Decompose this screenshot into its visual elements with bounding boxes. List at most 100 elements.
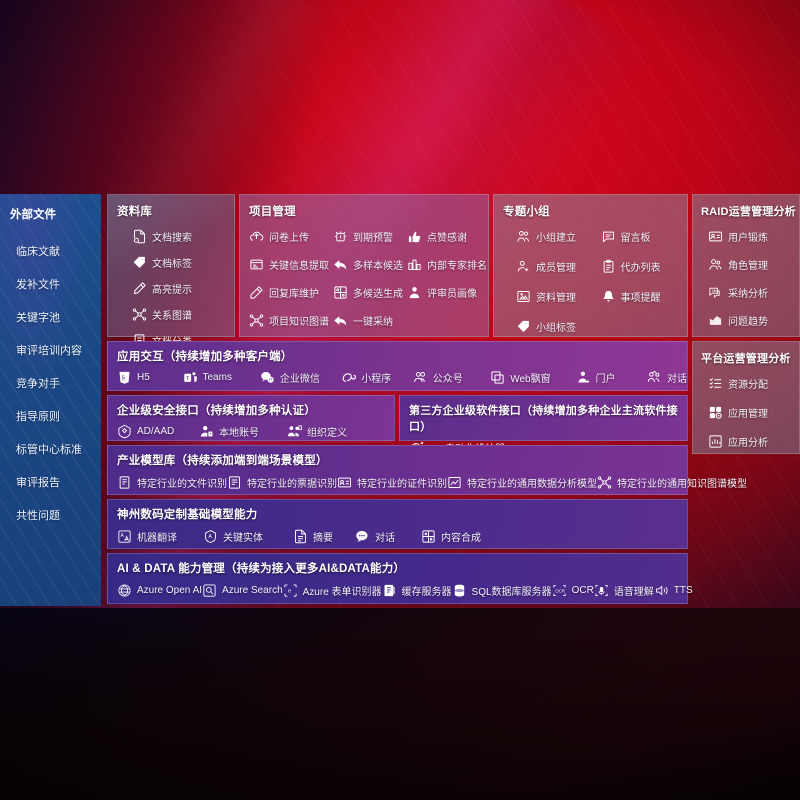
wecom-icon <box>260 370 275 385</box>
member-manage-icon <box>516 259 531 274</box>
library-item-label: 文档搜索 <box>152 233 192 244</box>
group-panel-title: 专题小组 <box>503 206 550 218</box>
interaction-item-label: 企业微信 <box>279 374 320 385</box>
data-analysis-model-icon <box>447 475 462 490</box>
bell-icon <box>601 289 616 304</box>
project-item-multi-sample-candidate[interactable]: 多样本候选 <box>333 257 403 272</box>
project-item-label: 关键信息提取 <box>269 261 329 272</box>
library-item-doc-tag[interactable]: 文档标签 <box>132 255 234 270</box>
aidata-item-label: 语音理解 <box>613 587 654 598</box>
industry-item-data-analysis-model[interactable]: 特定行业的通用数据分析模型 <box>447 475 597 490</box>
interaction-item-official-account[interactable]: 公众号 <box>413 370 490 385</box>
interaction-item-dialog[interactable]: 对话 <box>647 370 687 385</box>
platform-item-app-management[interactable]: 应用管理 <box>708 405 799 420</box>
sidebar-item-review-report[interactable]: 审评报告 <box>16 476 60 489</box>
back-arrow-icon <box>333 257 348 272</box>
alarm-warning-icon <box>333 229 348 244</box>
aidata-item-speech-understanding[interactable]: 语音理解 <box>594 583 654 598</box>
project-item-like-thanks[interactable]: 点赞感谢 <box>407 229 487 244</box>
project-item-key-info-extract[interactable]: 关键信息提取 <box>249 257 329 272</box>
platform-item-app-analysis[interactable]: 应用分析 <box>708 434 799 449</box>
interaction-item-h5[interactable]: 5 H5 <box>117 370 183 385</box>
aidata-item-label: Azure 表单识别器 <box>302 587 382 598</box>
interaction-item-label: H5 <box>137 372 150 383</box>
sidebar-item-standards-center[interactable]: 标管中心标准 <box>16 443 82 456</box>
aidata-item-form-recognizer[interactable]: e Azure 表单识别器 <box>283 583 382 598</box>
raid-item-label: 采纳分析 <box>728 289 768 300</box>
project-management-panel: 项目管理 问卷上传 到期预警 点赞感谢 关键信息提取 <box>239 194 489 337</box>
raid-item-issue-trend[interactable]: 问题趋势 <box>708 313 799 328</box>
industry-item-receipt-recognition[interactable]: 特定行业的票据识别 <box>227 475 337 490</box>
group-item-label: 成员管理 <box>536 263 576 274</box>
sidebar-item-clinical-literature[interactable]: 临床文献 <box>16 245 60 258</box>
basemodel-item-dialog[interactable]: 对话 <box>355 529 421 544</box>
library-item-relation-graph[interactable]: 关系图谱 <box>132 307 234 322</box>
pen-highlight-icon <box>132 281 147 296</box>
industry-item-label: 特定行业的票据识别 <box>247 479 337 490</box>
security-item-ad-aad[interactable]: AD/AAD <box>117 424 199 439</box>
project-item-one-click-adopt[interactable]: 一键采纳 <box>333 313 403 328</box>
project-item-questionnaire-upload[interactable]: 问卷上传 <box>249 229 329 244</box>
capability-board: 外部文件 临床文献 发补文件 关键字池 审评培训内容 竞争对手 指导原则 标管中… <box>0 194 800 606</box>
industry-item-label: 特定行业的通用知识图谱模型 <box>617 479 747 490</box>
aidata-item-label: 缓存服务器 <box>401 587 452 598</box>
sidebar-title: 外部文件 <box>10 209 56 221</box>
aidata-item-azure-search[interactable]: Azure Search <box>202 583 283 598</box>
raid-item-role-manage[interactable]: 角色管理 <box>708 257 799 272</box>
group-item-label: 事项提醒 <box>620 293 661 304</box>
aidata-item-label: SQL数据库服务器 <box>471 587 552 598</box>
aidata-item-label: OCR <box>571 585 594 596</box>
group-item-reminder[interactable]: 事项提醒 <box>601 289 682 304</box>
basemodel-item-summary[interactable]: 摘要 <box>293 529 355 544</box>
project-item-expert-ranking[interactable]: 内部专家排名 <box>407 257 487 272</box>
industry-item-idcard-recognition[interactable]: 特定行业的证件识别 <box>337 475 447 490</box>
miniprogram-icon <box>341 370 357 385</box>
sidebar-item-competitors[interactable]: 竞争对手 <box>16 377 60 390</box>
project-item-label: 多候选生成 <box>353 289 403 300</box>
group-item-todo-list[interactable]: 代办列表 <box>601 259 682 274</box>
aidata-item-azure-openai[interactable]: Azure Open AI <box>117 583 202 598</box>
user-card-icon <box>708 229 723 244</box>
svg-text:T: T <box>185 376 189 382</box>
project-item-reviewer-portrait[interactable]: 评审员画像 <box>407 285 487 300</box>
sidebar-item-common-issues[interactable]: 共性问题 <box>16 509 60 522</box>
interaction-item-wecom[interactable]: 企业微信 <box>260 370 341 385</box>
project-item-expiry-warning[interactable]: 到期预警 <box>333 229 403 244</box>
raid-item-user-dashboard[interactable]: 用户锻炼 <box>708 229 799 244</box>
basemodel-item-key-entity[interactable]: A 关键实体 <box>203 529 293 544</box>
raid-item-label: 用户锻炼 <box>728 233 768 244</box>
group-item-archive-manage[interactable]: 资料管理 <box>516 289 597 304</box>
project-item-multi-candidate-gen[interactable]: 多候选生成 <box>333 285 403 300</box>
platform-item-resource-allocation[interactable]: 资源分配 <box>708 376 799 391</box>
interaction-item-web-float[interactable]: Web飘窗 <box>490 370 575 385</box>
aidata-item-cache-server[interactable]: 缓存服务器 <box>382 583 452 598</box>
group-item-message-board[interactable]: 留言板 <box>601 229 682 244</box>
interaction-item-portal[interactable]: 门户 <box>576 370 647 385</box>
sidebar-item-keyword-pool[interactable]: 关键字池 <box>16 311 60 324</box>
aidata-item-sql-database[interactable]: SQL数据库服务器 <box>452 583 552 598</box>
security-item-local-account[interactable]: 本地账号 <box>199 424 287 439</box>
interaction-item-miniprogram[interactable]: 小程序 <box>341 370 412 385</box>
group-item-group-tag[interactable]: 小组标签 <box>516 319 597 334</box>
group-item-label: 留言板 <box>620 233 651 244</box>
industry-item-file-recognition[interactable]: 特定行业的文件识别 <box>117 475 227 490</box>
group-item-create[interactable]: 小组建立 <box>516 229 597 244</box>
industry-item-knowledge-graph-model[interactable]: 特定行业的通用知识图谱模型 <box>597 475 747 490</box>
project-item-knowledge-graph[interactable]: 项目知识图谱 <box>249 313 329 328</box>
industry-model-panel: 产业模型库（持续添加端到端场景模型） 特定行业的文件识别 特定行业的票据识别 特… <box>107 445 747 495</box>
sidebar-item-guidelines[interactable]: 指导原则 <box>16 410 60 423</box>
basemodel-item-machine-translation[interactable]: A 机器翻译 <box>117 529 203 544</box>
aidata-item-tts[interactable]: TTS <box>654 583 693 598</box>
basemodel-item-content-synthesis[interactable]: 内容合成 <box>421 529 481 544</box>
aidata-item-ocr[interactable]: OCR OCR <box>552 583 594 598</box>
project-item-reply-library[interactable]: 回复库维护 <box>249 285 329 300</box>
sidebar-item-supplement-files[interactable]: 发补文件 <box>16 278 60 291</box>
library-item-highlight[interactable]: 高亮提示 <box>132 281 234 296</box>
group-item-member-manage[interactable]: 成员管理 <box>516 259 597 274</box>
security-item-org-define[interactable]: 组织定义 <box>287 424 347 439</box>
industry-item-label: 特定行业的文件识别 <box>137 479 227 490</box>
interaction-item-teams[interactable]: T Teams <box>183 370 260 385</box>
library-item-doc-search[interactable]: 文档搜索 <box>132 229 234 244</box>
sidebar-item-review-training[interactable]: 审评培训内容 <box>16 344 82 357</box>
